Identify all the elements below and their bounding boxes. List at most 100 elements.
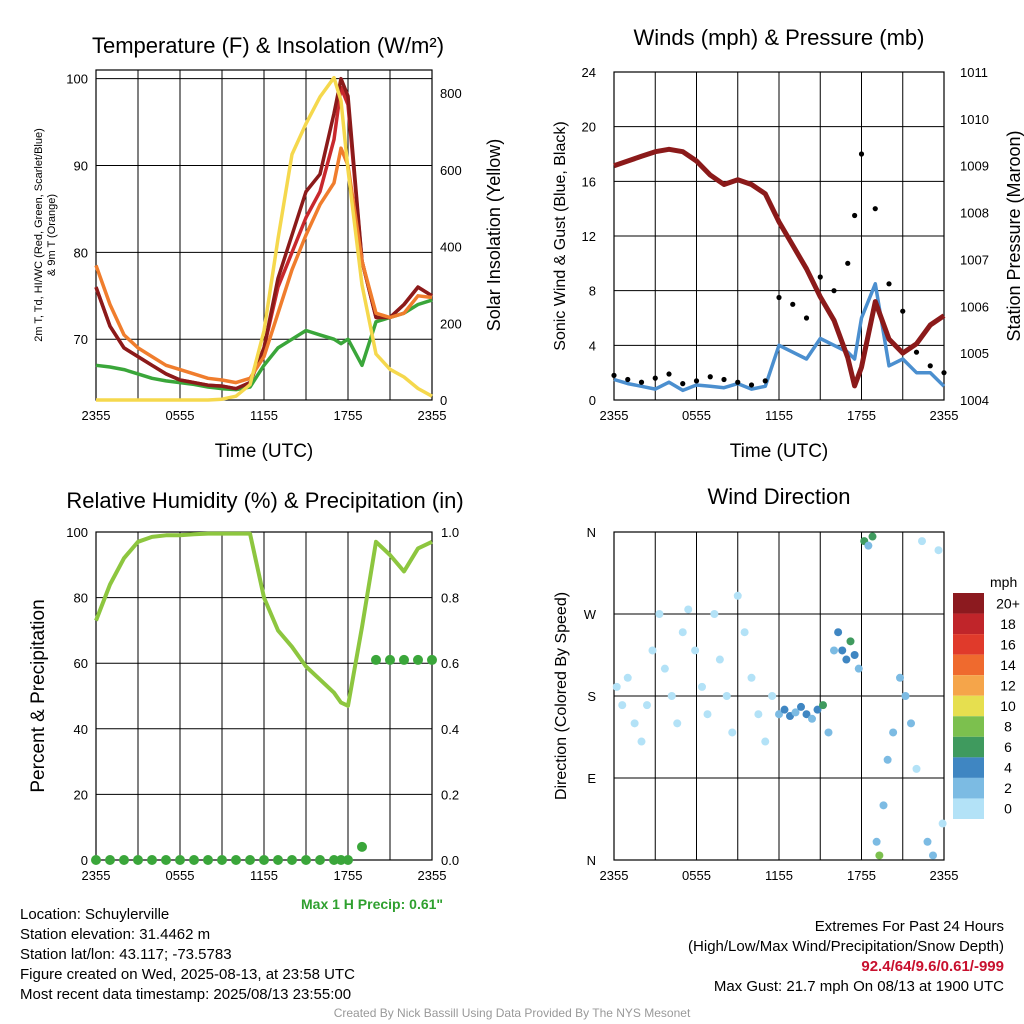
colorbar-swatch <box>953 777 984 799</box>
gust-point <box>776 294 782 301</box>
direction-point <box>728 728 737 737</box>
x-tick-label: 2355 <box>930 868 959 883</box>
direction-point <box>623 673 632 682</box>
direction-point <box>923 837 932 846</box>
direction-point <box>896 673 904 682</box>
y-tick-right: 0.6 <box>441 656 459 671</box>
gust-point <box>638 379 645 385</box>
direction-point <box>879 801 888 810</box>
colorbar-label: 0 <box>1004 801 1012 817</box>
direction-point <box>850 651 859 659</box>
y-tick-right: 1009 <box>960 159 989 174</box>
y-tick-left: 12 <box>582 229 596 244</box>
x-tick-label: 1155 <box>250 408 278 423</box>
humidity-panel: 2355 0555 1155 1755 2355 Relative Humidity (%… <box>28 488 464 883</box>
colorbar-swatch <box>953 757 984 778</box>
direction-point <box>883 755 892 764</box>
direction-point <box>722 692 731 700</box>
y-tick-left: 70 <box>74 332 88 347</box>
colorbar-label: 2 <box>1004 780 1012 796</box>
precip-point <box>133 855 143 865</box>
direction-point <box>780 705 789 714</box>
y-tick-left: 40 <box>74 722 88 737</box>
plot-frame <box>613 71 945 401</box>
colorbar-swatch <box>953 736 984 758</box>
direction-point <box>791 708 800 717</box>
direction-point <box>630 719 639 728</box>
extremes-values: 92.4/64/9.6/0.61/-999 <box>861 958 1004 975</box>
series-line-solar-insolation <box>96 75 433 402</box>
gust-point <box>845 260 851 266</box>
extremes-info: Extremes For Past 24 Hours (High/Low/Max… <box>688 917 1004 997</box>
gust-point <box>941 370 947 376</box>
gust-point <box>611 372 617 378</box>
colorbar-label: 14 <box>1000 657 1016 673</box>
precip-point <box>287 855 297 865</box>
precip-point <box>161 855 171 865</box>
direction-point <box>678 628 687 637</box>
y-tick-right: 0.8 <box>441 591 459 606</box>
y-tick-right: 0.4 <box>441 722 459 737</box>
direction-point <box>864 541 873 550</box>
humidity-title: Relative Humidity (%) & Precipitation (i… <box>66 488 463 513</box>
gust-point <box>680 381 686 387</box>
precip-point <box>231 855 241 865</box>
gust-point <box>625 376 631 383</box>
direction-point <box>802 710 811 719</box>
y-tick-right: 200 <box>440 316 462 331</box>
direction-point <box>868 532 877 541</box>
precip-point <box>217 855 227 865</box>
gust-point <box>886 281 892 287</box>
y-tick-left: 60 <box>74 656 88 671</box>
gust-point <box>693 378 700 384</box>
precip-point <box>329 855 339 865</box>
y-tick-right: 0.0 <box>441 853 459 868</box>
y-tick-right: 1006 <box>960 299 989 314</box>
series-line-sonic-wind <box>613 282 946 393</box>
y-tick-right: 0.2 <box>441 787 459 802</box>
direction-point <box>854 664 863 673</box>
series-line-relative-humidity <box>94 531 433 708</box>
direction-point <box>918 537 926 546</box>
precip-point <box>203 855 213 865</box>
direction-ylabel-left: Direction (Colored By Speed) <box>553 592 570 800</box>
direction-point <box>710 610 719 618</box>
precip-point <box>413 654 423 665</box>
winds-xlabel: Time (UTC) <box>730 441 829 462</box>
y-tick-left: 20 <box>582 120 596 135</box>
series-line-9m-t <box>94 146 433 385</box>
winds-ylabel-left: Sonic Wind & Gust (Blue, Black) <box>552 121 569 350</box>
direction-point <box>889 728 898 737</box>
y-tick-right: 1011 <box>960 65 988 80</box>
direction-point <box>667 692 676 700</box>
x-tick-label: 0555 <box>682 408 711 423</box>
colorbar-swatch <box>953 654 984 676</box>
colorbar-unit: mph <box>990 574 1017 590</box>
y-tick-right: 1008 <box>960 206 989 221</box>
x-tick-label: 0555 <box>682 868 711 883</box>
x-tick-label: 1755 <box>334 408 363 423</box>
gust-point <box>721 376 727 383</box>
direction-point <box>872 837 881 846</box>
x-tick-label: 1155 <box>250 868 278 883</box>
colorbar-label: 4 <box>1004 760 1012 776</box>
y-tick-right: 600 <box>440 163 462 178</box>
x-tick-label: 2355 <box>418 868 447 883</box>
y-tick-left: 80 <box>74 591 88 606</box>
x-tick-label: 1755 <box>334 868 363 883</box>
direction-point <box>912 764 921 773</box>
temperature-ylabel-right: Solar Insolation (Yellow) <box>484 139 504 331</box>
x-tick-label: 0555 <box>166 868 195 883</box>
gust-point <box>900 308 906 314</box>
precip-point <box>336 855 346 865</box>
direction-tick-label: S <box>587 689 596 704</box>
colorbar-swatch <box>953 695 984 717</box>
max-precip-note: Max 1 H Precip: 0.61" <box>301 896 444 912</box>
direction-point <box>673 719 682 728</box>
created-text: Figure created on Wed, 2025-08-13, at 23… <box>20 966 355 983</box>
precip-point <box>119 855 129 865</box>
direction-point <box>929 851 937 860</box>
colorbar-label: 6 <box>1004 739 1012 755</box>
elevation-text: Station elevation: 31.4462 m <box>20 926 211 943</box>
precip-point <box>371 654 381 665</box>
